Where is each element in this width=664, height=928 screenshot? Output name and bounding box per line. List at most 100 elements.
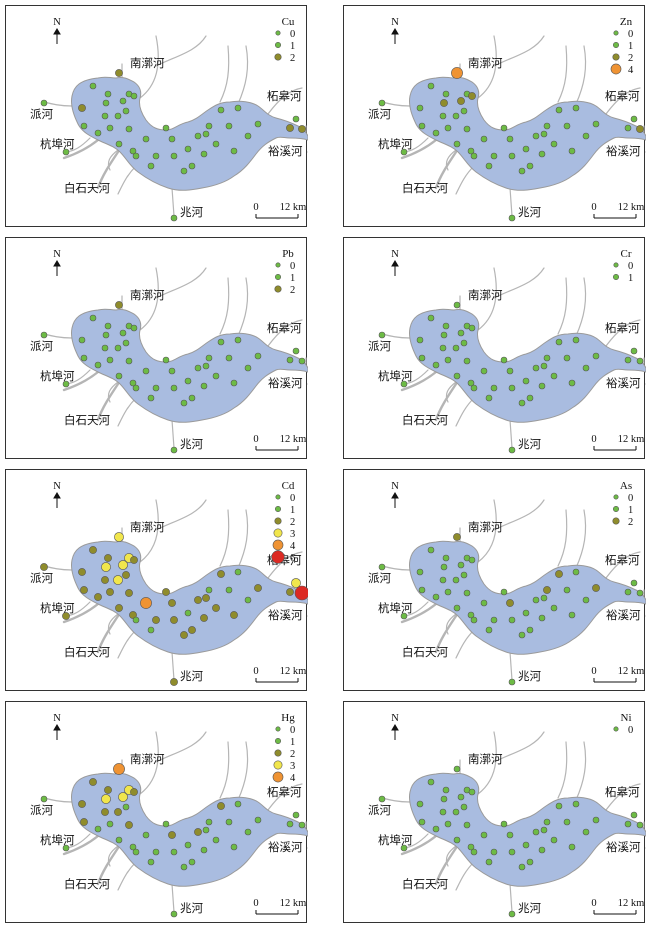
sample-site-marker: [538, 382, 546, 390]
legend-label: 3: [290, 761, 295, 772]
lake-polygon: [409, 308, 646, 423]
river-line: [96, 382, 120, 422]
north-label: N: [53, 481, 61, 492]
river-label-yuxihe: 裕溪河: [268, 144, 303, 158]
river-line: [455, 861, 475, 891]
sample-site-marker: [463, 357, 471, 365]
sample-site-marker: [457, 793, 465, 801]
river-line: [43, 797, 73, 803]
sample-site-marker: [244, 364, 252, 372]
river-line: [381, 565, 411, 571]
sample-site-marker: [217, 570, 225, 578]
sample-site-marker: [286, 124, 294, 132]
legend-label: 2: [290, 749, 295, 760]
river-label-zhaohe: 兆河: [180, 206, 203, 219]
sample-site-marker: [152, 152, 160, 160]
sample-site-marker: [416, 568, 424, 576]
sample-site-marker: [291, 578, 301, 588]
river-line: [400, 138, 438, 160]
legend-label: 1: [628, 273, 633, 284]
sample-site-marker: [217, 106, 225, 114]
sample-site-marker: [113, 575, 123, 585]
sample-site-marker: [80, 122, 88, 130]
scale-bar: [593, 214, 637, 219]
sample-site-marker: [200, 614, 208, 622]
river-line: [455, 397, 475, 427]
sample-site-marker: [298, 821, 306, 829]
map-panel-cr: N 南漷河 派河 杭埠河 白石天河 兆河 柘皋河 裕溪河 Cr 0 1 0 12 km: [343, 237, 646, 459]
sample-site-marker: [104, 322, 112, 330]
sample-site-marker: [470, 848, 478, 856]
river-line: [62, 834, 100, 856]
sample-site-marker: [540, 362, 548, 370]
river-line: [434, 614, 458, 654]
sample-site-marker: [568, 147, 576, 155]
river-line: [171, 651, 175, 681]
sample-site-marker: [89, 546, 97, 554]
sample-site-marker: [439, 808, 447, 816]
north-label: N: [391, 17, 399, 28]
sample-site-marker: [244, 596, 252, 604]
sample-site-marker: [230, 843, 238, 851]
sample-site-marker: [508, 616, 516, 624]
river-label-paihe: 派河: [30, 108, 53, 121]
sample-site-marker: [168, 135, 176, 143]
sample-site-marker: [636, 357, 644, 365]
sample-site-marker: [540, 130, 548, 138]
river-line: [267, 551, 303, 579]
sample-site-marker: [522, 609, 530, 617]
river-label-baishitianhe: 白石天河: [402, 181, 448, 195]
legend-swatch: [274, 737, 281, 744]
sample-site-marker: [170, 446, 178, 454]
sample-site-marker: [518, 631, 526, 639]
legend-label: 2: [628, 53, 633, 64]
river-line: [445, 613, 457, 635]
north-label: N: [391, 249, 399, 260]
legend-label: 0: [290, 261, 295, 272]
legend-swatch: [273, 760, 283, 770]
river-line: [605, 551, 641, 579]
sample-site-marker: [119, 329, 127, 337]
river-label-hangbuhe: 杭埠河: [40, 137, 75, 151]
legend-label: 4: [290, 773, 296, 784]
legend-label: 1: [290, 41, 295, 52]
sample-site-marker: [254, 584, 262, 592]
north-arrow-icon: [391, 260, 399, 276]
legend-label: 2: [290, 285, 295, 296]
legend-swatch: [613, 262, 619, 268]
sample-site-marker: [125, 821, 133, 829]
sample-site-marker: [132, 384, 140, 392]
sample-site-marker: [115, 372, 123, 380]
river-label-nanlihe: 南漷河: [468, 56, 503, 70]
sample-site-marker: [234, 336, 242, 344]
sample-site-marker: [180, 863, 188, 871]
legend-swatch: [612, 53, 620, 61]
river-line: [575, 509, 587, 569]
river-label-zhaohe: 兆河: [518, 670, 541, 683]
legend-swatch: [610, 63, 622, 75]
sample-site-marker: [162, 588, 170, 596]
sample-site-marker: [89, 82, 97, 90]
sample-site-marker: [122, 571, 130, 579]
sample-site-marker: [89, 314, 97, 322]
sample-site-marker: [106, 124, 114, 132]
river-line: [139, 499, 159, 563]
sample-site-marker: [572, 104, 580, 112]
river-line: [605, 783, 641, 811]
river-label-baishitianhe: 白石天河: [64, 413, 110, 427]
scale-distance: 12 km: [618, 202, 645, 213]
sample-site-marker: [180, 167, 188, 175]
scale-zero: 0: [591, 202, 596, 213]
sample-site-marker: [188, 394, 196, 402]
sample-site-marker: [200, 150, 208, 158]
legend-swatch: [275, 726, 281, 732]
sample-site-marker: [427, 778, 435, 786]
river-line: [400, 370, 438, 392]
legend-label: 1: [628, 505, 633, 516]
river-label-paihe: 派河: [368, 340, 391, 353]
element-label: Cd: [282, 480, 295, 492]
sample-site-marker: [592, 352, 600, 360]
sample-site-marker: [114, 344, 122, 352]
sample-site-marker: [452, 112, 460, 120]
river-label-zhegaohe: 柘皋河: [605, 553, 640, 567]
